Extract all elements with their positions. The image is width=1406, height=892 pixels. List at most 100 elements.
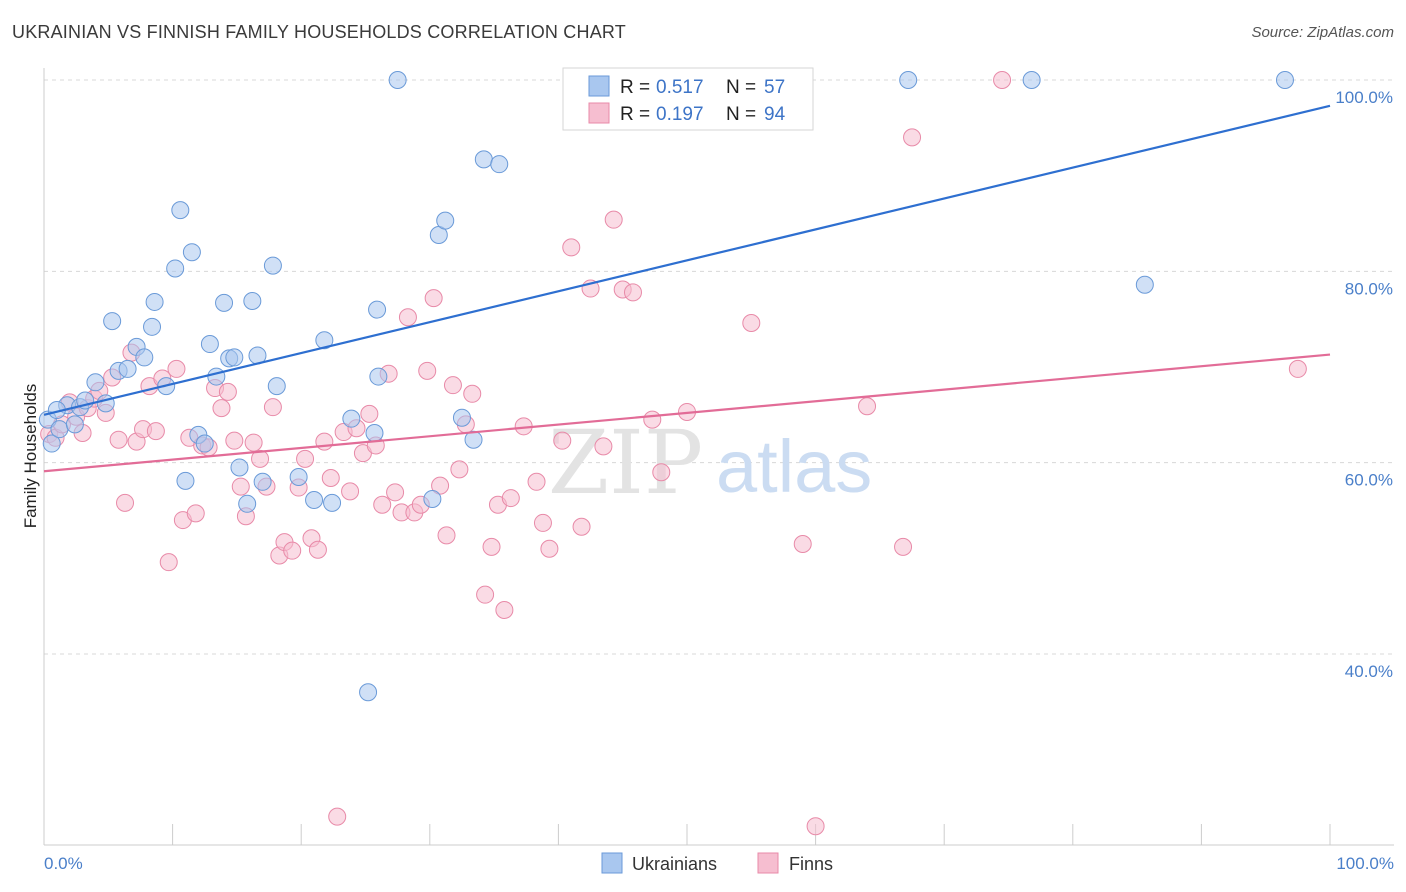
ukrainians-point-2 — [50, 420, 69, 439]
y-tick-labels: 40.0% 60.0% 80.0% 100.0% — [1335, 88, 1393, 681]
finns-point-67 — [476, 585, 495, 604]
bottom-legend: Ukrainians Finns — [601, 852, 833, 874]
ukrainians-point-22 — [195, 434, 214, 453]
ukrainians-point-33 — [263, 256, 282, 275]
ukrainians-point-18 — [171, 201, 190, 220]
legend-n-value-2: 94 — [764, 104, 786, 125]
ukrainians-point-19 — [176, 471, 195, 490]
x-tick-max: 100.0% — [1336, 854, 1394, 873]
finns-point-30 — [231, 477, 250, 496]
finns-point-27 — [212, 399, 231, 418]
ukrainians-point-35 — [289, 468, 308, 487]
legend-n-value-1: 57 — [764, 77, 785, 98]
finns-point-90 — [894, 537, 913, 556]
finns-point-70 — [495, 600, 514, 619]
bottom-legend-ukrainians: Ukrainians — [632, 854, 717, 874]
finns-point-77 — [562, 238, 581, 257]
watermark-zip: ZIP — [548, 411, 703, 514]
finns-point-75 — [540, 539, 559, 558]
ukrainians-point-54 — [1135, 275, 1154, 294]
ukrainians-point-29 — [238, 494, 257, 513]
ukrainians-point-44 — [388, 71, 407, 89]
finns-point-54 — [386, 483, 405, 502]
x-axis-ticks — [43, 824, 1331, 845]
y-tick-label-100: 100.0% — [1335, 88, 1393, 107]
finns-trend-line — [43, 353, 1331, 473]
ukrainians-point-48 — [452, 408, 471, 427]
finns-point-66 — [463, 384, 482, 403]
finns-point-33 — [251, 449, 270, 468]
y-tick-label-40: 40.0% — [1345, 662, 1393, 681]
finns-point-45 — [328, 807, 347, 826]
ukrainians-points — [38, 71, 1294, 702]
ukrainians-point-32 — [253, 472, 272, 491]
ukrainians-point-45 — [423, 490, 442, 509]
finns-point-47 — [341, 482, 360, 501]
ukrainians-point-52 — [899, 71, 918, 89]
chart-source: Source: ZipAtlas.com — [1251, 24, 1394, 41]
ukrainians-trend-line — [43, 104, 1331, 416]
finns-point-56 — [398, 308, 417, 327]
finns-point-42 — [308, 540, 327, 559]
ukrainians-point-39 — [342, 409, 361, 428]
finns-point-60 — [424, 289, 443, 308]
legend-r-label-1: R = — [620, 77, 650, 98]
finns-point-43 — [315, 432, 334, 451]
ukrainians-point-25 — [215, 293, 234, 312]
finns-point-76 — [553, 431, 572, 450]
bottom-legend-swatch-finns — [757, 852, 779, 874]
ukrainians-point-36 — [305, 490, 324, 509]
finns-point-52 — [373, 495, 392, 514]
finns-point-62 — [437, 526, 456, 545]
ukrainians-point-27 — [225, 348, 244, 367]
ukrainians-point-14 — [143, 317, 162, 336]
finns-point-28 — [218, 382, 237, 401]
legend-swatch-ukrainians — [588, 75, 610, 97]
ukrainians-point-20 — [182, 243, 201, 262]
finns-point-78 — [572, 517, 591, 536]
legend-n-label-2: N = — [726, 104, 756, 125]
finns-point-59 — [418, 361, 437, 380]
finns-point-38 — [283, 541, 302, 560]
finns-point-83 — [623, 283, 642, 302]
finns-point-40 — [296, 449, 315, 468]
ukrainians-point-40 — [359, 683, 378, 702]
finns-point-89 — [858, 397, 877, 416]
ukrainians-point-43 — [369, 367, 388, 386]
watermark-atlas: atlas — [716, 425, 872, 508]
ukrainians-point-1 — [42, 434, 61, 453]
ukrainians-point-30 — [243, 291, 262, 310]
ukrainians-point-47 — [436, 211, 455, 230]
finns-point-88 — [793, 534, 812, 553]
ukrainians-point-17 — [166, 259, 185, 278]
ukrainians-point-11 — [118, 359, 137, 378]
legend-r-label-2: R = — [620, 104, 650, 125]
finns-point-32 — [244, 433, 263, 452]
finns-point-61 — [431, 476, 450, 495]
legend-box: R = 0.517 N = 57 R = 0.197 N = 94 — [562, 67, 814, 131]
ukrainians-point-55 — [1275, 71, 1294, 89]
finns-point-12 — [116, 493, 135, 512]
ukrainians-point-13 — [135, 348, 154, 367]
bottom-legend-finns: Finns — [789, 854, 833, 874]
ukrainians-point-9 — [103, 312, 122, 331]
finns-point-63 — [443, 376, 462, 395]
ukrainians-point-4 — [65, 415, 84, 434]
y-tick-label-80: 80.0% — [1345, 279, 1393, 298]
finns-point-64 — [450, 460, 469, 479]
ukrainians-point-42 — [368, 300, 387, 319]
finns-point-73 — [527, 472, 546, 491]
finns-point-68 — [482, 537, 501, 556]
finns-point-35 — [263, 398, 282, 417]
finns-point-11 — [109, 430, 128, 449]
legend-r-value-2: 0.197 — [656, 104, 704, 125]
ukrainians-point-51 — [490, 155, 509, 174]
finns-point-71 — [501, 489, 520, 508]
finns-point-93 — [1288, 359, 1307, 378]
y-tick-label-60: 60.0% — [1345, 471, 1393, 490]
finns-point-19 — [159, 553, 178, 572]
ukrainians-point-34 — [267, 377, 286, 396]
ukrainians-point-24 — [207, 367, 226, 386]
legend-n-label-1: N = — [726, 77, 756, 98]
finns-point-50 — [360, 404, 379, 423]
